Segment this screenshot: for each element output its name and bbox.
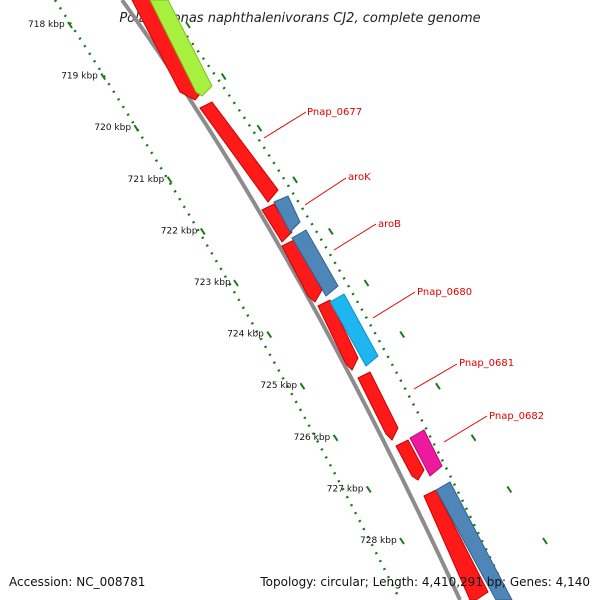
tick-mark-inner-718 (67, 21, 73, 29)
label-arok[interactable]: aroK (348, 172, 371, 183)
tick-mark-outer-728 (542, 537, 548, 545)
leader-arok (304, 177, 347, 206)
cds-magenta-pnap0682[interactable] (409, 429, 443, 477)
leader-pnap0680 (372, 291, 416, 319)
leader-pnap0681 (413, 363, 458, 390)
inner-tick-track (53, 0, 402, 600)
tick-mark-inner-723 (233, 279, 239, 287)
tick-label-718: 718 kbp (28, 20, 65, 30)
cds-red-7[interactable] (395, 439, 425, 481)
cds-blue-arob[interactable] (291, 229, 339, 297)
tick-mark-inner-728 (399, 537, 405, 545)
tick-label-722: 722 kbp (161, 226, 198, 236)
tick-label-725: 725 kbp (260, 381, 297, 391)
tick-label-719: 719 kbp (61, 72, 98, 82)
cds-blue-last[interactable] (435, 481, 513, 600)
label-pnap0681[interactable]: Pnap_0681 (459, 358, 514, 369)
tick-mark-outer-726 (470, 434, 477, 442)
tick-mark-outer-720 (256, 124, 263, 132)
cds-red-6[interactable] (357, 371, 399, 441)
tick-marks (67, 21, 548, 545)
tick-label-728: 728 kbp (360, 536, 397, 546)
cds-red-2[interactable] (199, 101, 279, 203)
tick-mark-inner-722 (199, 227, 206, 235)
genome-backbone (120, 0, 462, 600)
outer-tick-track (159, 0, 512, 600)
cds-red-3[interactable] (261, 203, 293, 243)
cds-red-5[interactable] (317, 299, 359, 371)
tick-mark-inner-724 (266, 331, 273, 339)
label-pnap0680[interactable]: Pnap_0680 (417, 287, 472, 298)
gene-features (131, 0, 513, 600)
label-pnap0677[interactable]: Pnap_0677 (307, 107, 362, 118)
tick-label-726: 726 kbp (294, 433, 331, 443)
leader-arob (333, 223, 377, 251)
tick-mark-outer-723 (363, 279, 370, 287)
tick-mark-outer-724 (399, 331, 406, 339)
tick-mark-inner-726 (332, 434, 339, 442)
leader-pnap0682 (443, 415, 488, 443)
tick-mark-outer-719 (220, 73, 227, 81)
tick-mark-outer-722 (327, 227, 334, 235)
tick-labels: 718 kbp 719 kbp 720 kbp 721 kbp 722 kbp 723 k… (28, 20, 397, 546)
accession-text: Accession: NC_008781 (9, 575, 145, 589)
tick-mark-outer-718 (185, 21, 191, 29)
tick-mark-inner-725 (299, 382, 306, 390)
leader-pnap0677 (263, 111, 307, 139)
cds-blue-arok[interactable] (273, 195, 301, 233)
tick-mark-outer-725 (435, 382, 441, 390)
cds-red-8[interactable] (423, 489, 489, 600)
tick-label-723: 723 kbp (194, 278, 231, 288)
tick-mark-inner-721 (166, 176, 173, 184)
tick-mark-inner-720 (133, 124, 140, 132)
tick-label-727: 727 kbp (327, 484, 364, 494)
label-arob[interactable]: aroB (378, 219, 401, 230)
gene-labels: Pnap_0677 aroK aroB Pnap_0680 Pnap_0681 … (263, 107, 544, 443)
map-title: Polaromonas naphthalenivorans CJ2, compl… (119, 11, 480, 26)
tick-mark-inner-719 (100, 73, 107, 81)
summary-text: Topology: circular; Length: 4,410,291 bp… (259, 575, 590, 589)
label-pnap0682[interactable]: Pnap_0682 (489, 411, 544, 422)
cds-cyan-pnap0680[interactable] (329, 293, 379, 367)
cds-lime[interactable] (149, 0, 213, 97)
tick-label-724: 724 kbp (227, 330, 264, 340)
tick-label-721: 721 kbp (128, 175, 165, 185)
tick-mark-outer-727 (506, 485, 513, 493)
cds-red-4[interactable] (281, 239, 323, 303)
tick-label-720: 720 kbp (94, 123, 131, 133)
tick-mark-outer-721 (292, 176, 298, 184)
tick-mark-inner-727 (365, 485, 372, 493)
